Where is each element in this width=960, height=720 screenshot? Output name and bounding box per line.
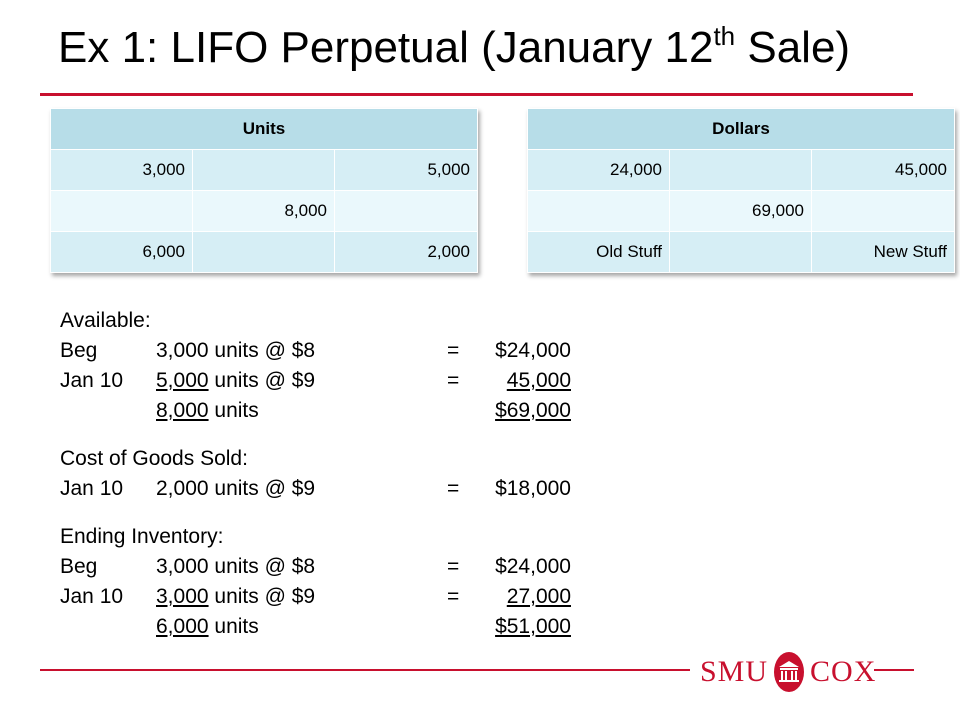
dollars-t-account: Dollars 24,000 45,000 69,000 Old Stuff N… xyxy=(527,108,955,273)
line-units: 3,000 units @ $8 xyxy=(156,336,315,366)
title-divider xyxy=(40,93,913,96)
table-row: 6,000 2,000 xyxy=(50,231,478,273)
unit-text: units @ $9 xyxy=(208,585,316,608)
line-label: Jan 10 xyxy=(60,477,124,500)
table-cell: 24,000 xyxy=(527,149,670,191)
line-units: 6,000 units xyxy=(156,612,259,642)
line-units: 2,000 units @ $9 xyxy=(156,474,315,504)
unit-text: units @ $9 xyxy=(208,369,316,392)
table-row: Old Stuff New Stuff xyxy=(527,231,955,273)
equals-sign: = xyxy=(447,477,460,500)
line-amount: $69,000 xyxy=(495,399,571,422)
table-cell xyxy=(669,149,812,191)
table-cell: 8,000 xyxy=(192,190,335,232)
qty: 5,000 xyxy=(156,369,209,392)
table-row: 8,000 xyxy=(50,190,478,232)
equals-sign: = xyxy=(447,369,460,392)
qty: 6,000 xyxy=(156,615,209,638)
footer-divider-left xyxy=(40,669,690,671)
slide-title-main: Ex 1: LIFO Perpetual (January 12 xyxy=(58,23,714,72)
table-cell xyxy=(50,190,193,232)
line-units: 3,000 units @ $9 xyxy=(156,582,315,612)
unit-text: units @ $8 xyxy=(208,555,316,578)
qty: 3,000 xyxy=(156,339,209,362)
table-cell: 5,000 xyxy=(334,149,478,191)
units-t-account: Units 3,000 5,000 8,000 6,000 2,000 xyxy=(50,108,478,273)
table-cell: 3,000 xyxy=(50,149,193,191)
table-cell: New Stuff xyxy=(811,231,955,273)
qty: 2,000 xyxy=(156,477,209,500)
table-row: 24,000 45,000 xyxy=(527,149,955,191)
table-row: 3,000 5,000 xyxy=(50,149,478,191)
unit-text: units @ $8 xyxy=(208,339,316,362)
line-amount: $24,000 xyxy=(495,339,571,362)
table-cell xyxy=(811,190,955,232)
table-cell: 69,000 xyxy=(669,190,812,232)
line-label: Jan 10 xyxy=(60,585,124,608)
equals-sign: = xyxy=(447,585,460,608)
unit-text: units xyxy=(208,615,259,638)
qty: 3,000 xyxy=(156,555,209,578)
dollars-header: Dollars xyxy=(527,108,955,150)
unit-text: units xyxy=(208,399,259,422)
table-cell xyxy=(192,149,335,191)
slide-title: Ex 1: LIFO Perpetual (January 12th Sale) xyxy=(58,18,850,78)
line-amount: 45,000 xyxy=(506,369,571,392)
qty: 8,000 xyxy=(156,399,209,422)
table-cell: Old Stuff xyxy=(527,231,670,273)
qty: 3,000 xyxy=(156,585,209,608)
slide-title-end: Sale) xyxy=(735,23,851,72)
logo-text-smu: SMU xyxy=(700,655,769,688)
line-label: Beg xyxy=(60,339,98,362)
building-seal-icon xyxy=(774,652,805,692)
line-amount: $18,000 xyxy=(495,477,571,500)
line-units: 3,000 units @ $8 xyxy=(156,552,315,582)
smu-cox-logo: SMU COX xyxy=(700,650,875,694)
equals-sign: = xyxy=(447,555,460,578)
footer-divider-right xyxy=(874,669,914,671)
line-amount: 27,000 xyxy=(506,585,571,608)
slide-title-superscript: th xyxy=(713,21,736,51)
line-label: Beg xyxy=(60,555,98,578)
table-cell xyxy=(192,231,335,273)
table-cell xyxy=(669,231,812,273)
table-cell xyxy=(527,190,670,232)
units-header: Units xyxy=(50,108,478,150)
table-row: 69,000 xyxy=(527,190,955,232)
line-amount: $51,000 xyxy=(495,615,571,638)
table-cell: 45,000 xyxy=(811,149,955,191)
line-units: 8,000 units xyxy=(156,396,259,426)
table-cell xyxy=(334,190,478,232)
table-cell: 2,000 xyxy=(334,231,478,273)
equals-sign: = xyxy=(447,339,460,362)
unit-text: units @ $9 xyxy=(208,477,316,500)
line-units: 5,000 units @ $9 xyxy=(156,366,315,396)
line-label: Jan 10 xyxy=(60,369,124,392)
line-amount: $24,000 xyxy=(495,555,571,578)
table-cell: 6,000 xyxy=(50,231,193,273)
logo-text-cox: COX xyxy=(810,655,877,688)
